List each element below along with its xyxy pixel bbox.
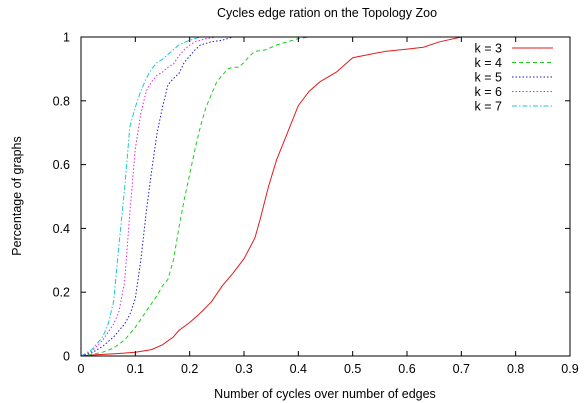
legend-label: k = 4 [475, 56, 502, 70]
legend-label: k = 6 [475, 85, 502, 99]
x-tick-label: 0.9 [561, 362, 578, 376]
y-tick-label: 0.8 [53, 94, 70, 108]
x-axis-label: Number of cycles over number of edges [214, 387, 436, 401]
legend-label: k = 3 [475, 42, 502, 56]
legend: k = 3k = 4k = 5k = 6k = 7 [475, 42, 553, 114]
y-tick-label: 0.2 [53, 286, 70, 300]
y-tick-label: 0.4 [53, 222, 70, 236]
plot-lines [80, 36, 570, 357]
y-tick-label: 0.6 [53, 158, 70, 172]
plot-frame [80, 36, 571, 357]
y-tick-label: 0 [63, 350, 70, 364]
x-tick-label: 0.1 [127, 362, 144, 376]
y-axis-label: Percentage of graphs [10, 136, 24, 256]
x-tick-label: 0.4 [290, 362, 307, 376]
series-line-k3 [80, 36, 570, 357]
axis-ticks: 0 0.1 0.2 0.3 0.4 0.5 0.6 0.7 0.8 0.9 0 0.2 0.4 0.6 0.… [53, 31, 579, 377]
series-line-k6 [80, 36, 570, 357]
x-tick-label: 0.8 [507, 362, 524, 376]
x-tick-label: 0.2 [181, 362, 198, 376]
series-line-k5 [80, 36, 570, 357]
x-tick-label: 0.7 [453, 362, 470, 376]
chart-title: Cycles edge ration on the Topology Zoo [217, 6, 437, 20]
y-tick-label: 1 [63, 31, 70, 45]
x-tick-label: 0 [78, 362, 85, 376]
series-line-k7 [80, 36, 570, 357]
x-tick-label: 0.6 [398, 362, 415, 376]
series-line-k4 [80, 36, 570, 357]
x-tick-label: 0.5 [344, 362, 361, 376]
x-tick-label: 0.3 [235, 362, 252, 376]
legend-label: k = 7 [475, 100, 502, 114]
legend-label: k = 5 [475, 71, 502, 85]
